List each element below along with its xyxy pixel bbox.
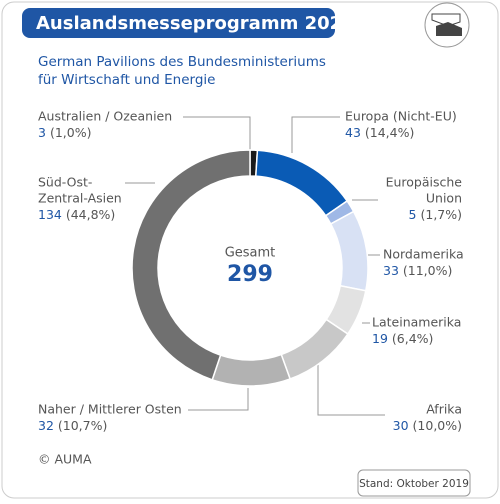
percent: (10,7%) [58,418,107,433]
donut-segment [131,149,251,381]
title-box [22,8,335,38]
category-label: Zentral-Asien [38,191,122,206]
value-label: 30 (10,0%) [393,418,462,433]
category-label: Europäische [386,175,463,190]
percent: (44,8%) [66,207,115,222]
source: © AUMA [38,452,92,467]
subtitle: German Pavilions des Bundesministeriums [38,54,326,70]
category-label: Lateinamerika [372,315,461,330]
category-label: Europa (Nicht-EU) [345,109,457,124]
date: Stand: Oktober 2019 [359,478,469,490]
value: 3 [38,125,46,140]
percent: (11,0%) [403,263,452,278]
category-label: Australien / Ozeanien [38,109,172,124]
value: 30 [393,418,409,433]
value: 19 [372,331,388,346]
percent: (1,0%) [50,125,92,140]
category-label: Afrika [426,402,462,417]
center-label: Gesamt [225,246,276,261]
value: 134 [38,207,62,222]
value-label: 5 (1,7%) [409,207,462,222]
date-box [357,469,471,497]
subtitle: für Wirtschaft und Energie [38,72,215,88]
logo [424,2,470,48]
value: 5 [409,207,417,222]
total: 299 [227,262,273,287]
percent: (14,4%) [365,125,414,140]
percent: (6,4%) [392,331,434,346]
leaders [125,116,385,416]
value-label: 43 (14,4%) [345,125,414,140]
category-label: Nordamerika [383,247,464,262]
chart-title: Auslandsmesseprogramm 2020 [36,13,355,34]
value: 43 [345,125,361,140]
value-label: 134 (44,8%) [38,207,115,222]
value-label: 33 (11,0%) [383,263,452,278]
category-label: Süd-Ost- [38,175,92,190]
value-label: 32 (10,7%) [38,418,107,433]
percent: (10,0%) [413,418,462,433]
value: 33 [383,263,399,278]
category-label: Naher / Mittlerer Osten [38,402,182,417]
percent: (1,7%) [420,207,462,222]
value-label: 19 (6,4%) [372,331,433,346]
category-label: Union [426,191,462,206]
value-label: 3 (1,0%) [38,125,91,140]
value: 32 [38,418,54,433]
